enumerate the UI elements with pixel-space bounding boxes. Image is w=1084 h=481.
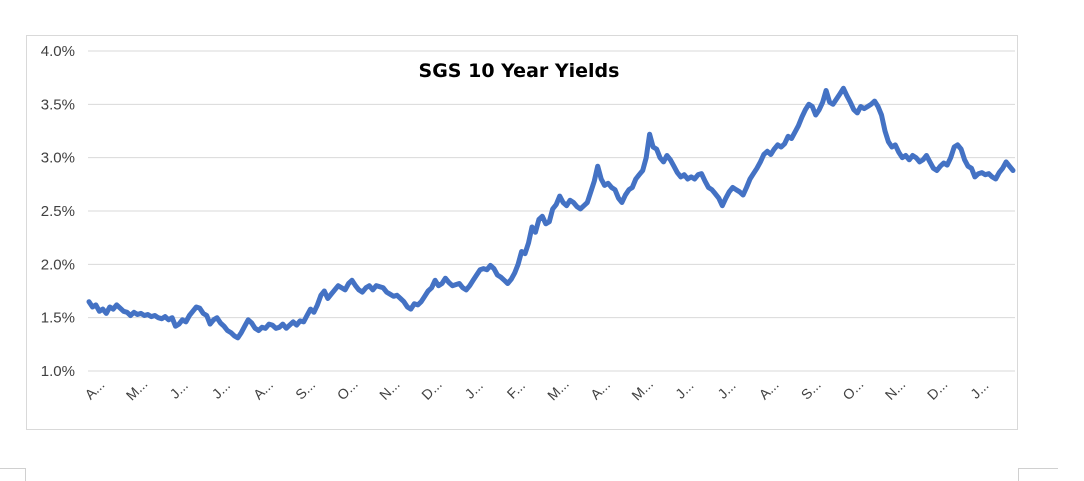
x-tick-label: S... [292,376,318,402]
x-tick-label: J... [209,377,234,402]
gridlines [88,50,1015,372]
x-tick-label: M... [123,376,151,404]
y-axis-tick-labels: 1.0% 1.5% 2.0% 2.5% 3.0% 3.5% 4.0% [41,43,75,380]
y-tick-label: 3.0% [41,150,75,167]
x-tick-label: A... [250,376,276,402]
x-tick-label: D... [924,376,951,403]
corner-mark-right-tick [1018,468,1019,481]
x-tick-label: N... [376,376,403,403]
corner-mark-right [1018,468,1058,469]
x-axis-tick-labels: A... M... J... J... A... S... O... N... D... J...… [81,376,991,404]
x-tick-label: O... [839,376,866,403]
y-tick-label: 4.0% [41,43,75,60]
corner-mark-left [0,468,26,469]
x-tick-label: J... [967,377,992,402]
x-tick-label: J... [461,377,486,402]
x-tick-label: N... [882,376,909,403]
corner-mark-left-tick [25,468,26,481]
x-tick-label: S... [798,376,824,402]
y-tick-label: 2.5% [41,203,75,220]
x-tick-label: J... [672,377,697,402]
x-tick-label: D... [418,376,445,403]
chart-area: 1.0% 1.5% 2.0% 2.5% 3.0% 3.5% 4.0% A... M... J..… [26,35,1018,430]
x-tick-label: M... [544,376,572,404]
series-layer [86,85,1016,341]
x-tick-label: J... [714,377,739,402]
chart-title: SGS 10 Year Yields [419,60,620,82]
x-tick-label: O... [334,376,361,403]
y-tick-label: 2.0% [41,256,75,273]
x-tick-label: F... [504,377,529,402]
y-tick-label: 3.5% [41,96,75,113]
y-tick-label: 1.0% [41,363,75,380]
x-tick-label: M... [628,376,656,404]
series-line-0 [86,85,1016,341]
x-tick-label: A... [587,376,613,402]
x-tick-label: J... [166,377,191,402]
y-tick-label: 1.5% [41,310,75,327]
line-chart: 1.0% 1.5% 2.0% 2.5% 3.0% 3.5% 4.0% A... M... J..… [41,43,1016,404]
x-tick-label: A... [756,376,782,402]
x-tick-label: A... [81,376,107,402]
